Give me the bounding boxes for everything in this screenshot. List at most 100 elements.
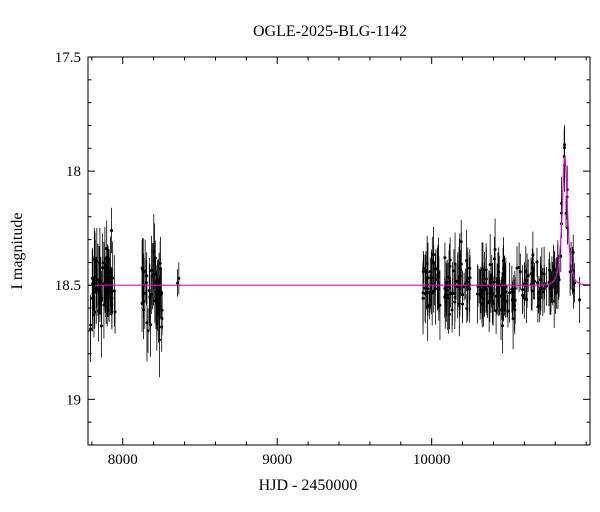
data-point [105,247,109,251]
data-point [453,296,457,300]
data-point [557,275,561,279]
data-point [492,257,496,261]
data-point [146,329,150,333]
data-point [151,272,155,276]
data-point [525,279,529,283]
data-point [149,268,153,272]
y-tick-label: 18.5 [55,278,81,294]
data-point [548,268,552,272]
data-point [476,292,480,296]
data-point [480,295,484,299]
data-point [160,317,164,321]
y-tick-label: 18 [66,164,81,180]
data-point [144,281,148,285]
data-point [91,282,95,286]
y-tick-label: 17.5 [55,50,81,66]
data-point [154,298,158,302]
data-point [148,295,152,299]
data-point [501,324,505,328]
data-point [459,240,463,244]
data-point [535,260,539,264]
data-point [422,267,426,271]
data-point [142,308,146,312]
data-point [160,291,164,295]
data-point [99,324,103,328]
data-point [510,287,514,291]
data-point [105,272,109,276]
data-point [518,270,522,274]
data-point [500,294,504,298]
data-point [486,301,490,305]
data-point [457,302,461,306]
data-point [488,263,492,267]
data-point [176,281,180,285]
data-point [497,294,501,298]
data-point [143,291,147,295]
data-point [456,279,460,283]
data-point [140,301,144,305]
data-point [548,287,552,291]
data-point [110,228,114,232]
y-axis-label: I magnitude [9,213,26,290]
data-point [512,290,516,294]
data-point [443,256,447,260]
data-point [110,296,114,300]
axis-ticks [88,56,590,446]
data-point [432,282,436,286]
data-point [158,267,162,271]
data-point [571,288,575,292]
data-point [465,307,469,311]
data-point [494,309,498,313]
data-point [521,288,525,292]
data-point [104,276,108,280]
data-point [458,291,462,295]
data-point [434,267,438,271]
x-tick-label: 8000 [108,452,138,468]
data-point [428,291,432,295]
chart-title: OGLE-2025-BLG-1142 [253,23,407,40]
data-point [95,259,99,263]
data-point [147,289,151,293]
data-point [429,281,433,285]
model-curve [88,156,590,286]
data-point [506,309,510,313]
plot-frame [87,56,591,446]
data-point [425,271,429,275]
data-point [530,289,534,293]
data-point [461,293,465,297]
data-point [536,281,540,285]
data-point [493,247,497,251]
y-tick-label: 19 [66,392,81,408]
x-tick-label: 9000 [262,452,292,468]
data-point [539,286,543,290]
data-point [501,272,505,276]
data-points [89,125,582,378]
x-tick-label: 10000 [413,452,451,468]
data-point [484,277,488,281]
data-point [496,279,500,283]
data-point [113,310,117,314]
data-point [89,327,93,331]
data-point [448,312,452,316]
data-point [447,275,451,279]
data-point [464,259,468,263]
data-point [107,269,111,273]
data-point [482,286,486,290]
data-point [97,309,101,313]
data-point [552,299,556,303]
data-point [421,291,425,295]
data-point [571,250,575,254]
data-point [564,211,568,215]
x-axis-label: HJD - 2450000 [259,477,358,494]
data-point [517,265,521,269]
data-point [149,323,153,327]
data-point [141,267,145,271]
data-point [93,310,97,314]
data-point [542,272,546,276]
data-point [510,298,514,302]
data-point [100,266,104,270]
data-point [578,298,582,302]
data-point [492,280,496,284]
